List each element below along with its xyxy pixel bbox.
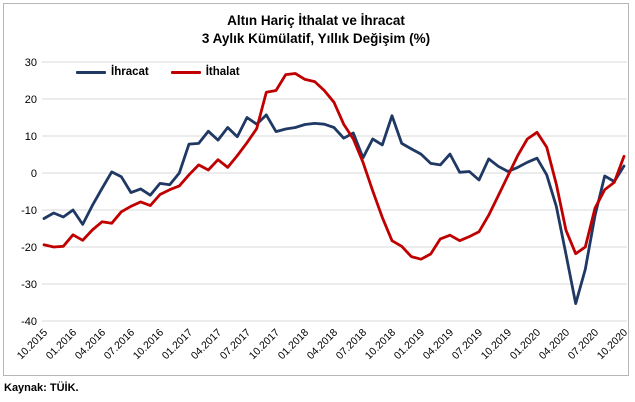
legend-item-ithalat: İthalat — [170, 66, 240, 78]
legend-label-ihracat: İhracat — [111, 66, 149, 78]
chart-box: Altın Hariç İthalat ve İhracat 3 Aylık K… — [3, 3, 630, 376]
legend-item-ihracat: İhracat — [76, 66, 149, 78]
x-tick-label: 07.2016 — [102, 327, 137, 362]
y-tick-label: 10 — [25, 131, 37, 143]
series-line-ihracat — [42, 113, 626, 306]
chart-title: Altın Hariç İthalat ve İhracat 3 Aylık K… — [4, 12, 628, 47]
y-tick-label: 30 — [25, 57, 37, 69]
x-tick-label: 10.2020 — [595, 327, 630, 362]
series-line-ithalat — [42, 72, 626, 261]
y-tick-label: -40 — [21, 316, 37, 328]
x-tick-label: 04.2020 — [537, 327, 572, 362]
ihracat-line-swatch — [76, 70, 106, 74]
x-tick-label: 10.2015 — [15, 327, 50, 362]
chart-title-line2: 3 Aylık Kümülatif, Yıllık Değişim (%) — [201, 30, 431, 46]
y-tick-label: -10 — [21, 205, 37, 217]
x-tick-label: 04.2017 — [189, 327, 224, 362]
legend-label-ithalat: İthalat — [205, 66, 240, 78]
x-tick-label: 10.2018 — [363, 327, 398, 362]
x-tick-label: 07.2020 — [566, 327, 601, 362]
x-tick-label: 10.2016 — [131, 327, 166, 362]
x-tick-label: 07.2018 — [334, 327, 369, 362]
x-tick-label: 10.2017 — [247, 327, 282, 362]
x-tick-label: 01.2016 — [44, 327, 79, 362]
chart-title-line1: Altın Hariç İthalat ve İhracat — [227, 13, 405, 28]
chart-legend: İhracat İthalat — [76, 66, 240, 78]
x-tick-label: 04.2016 — [73, 327, 108, 362]
x-tick-label: 04.2019 — [421, 327, 456, 362]
x-tick-label: 01.2018 — [276, 327, 311, 362]
ithalat-line-swatch — [170, 70, 201, 74]
plot-svg: 30 20 10 0 -10 -20 -30 -4010.201501.201604.2016… — [15, 57, 630, 362]
x-tick-label: 07.2017 — [218, 327, 253, 362]
x-tick-label: 01.2019 — [392, 327, 427, 362]
y-tick-label: 0 — [31, 168, 37, 180]
y-tick-label: -20 — [21, 242, 37, 254]
x-tick-label: 07.2019 — [450, 327, 485, 362]
y-tick-label: 20 — [25, 94, 37, 106]
x-tick-label: 01.2020 — [508, 327, 543, 362]
x-tick-label: 10.2019 — [479, 327, 514, 362]
source-note: Kaynak: TÜİK. — [4, 382, 79, 394]
x-tick-label: 01.2017 — [160, 327, 195, 362]
y-tick-label: -30 — [21, 279, 37, 291]
x-tick-label: 04.2018 — [305, 327, 340, 362]
